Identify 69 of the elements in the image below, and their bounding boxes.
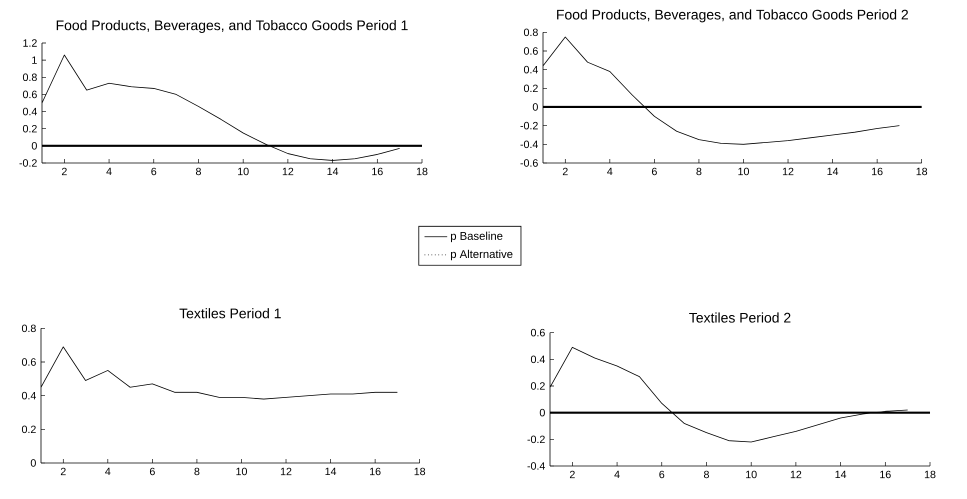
y-tick-label: -0.4 <box>520 140 538 148</box>
y-tick-label: -0.2 <box>527 436 545 444</box>
y-tick-label: 0.8 <box>22 324 36 332</box>
x-tick-label: 12 <box>282 168 294 176</box>
x-tick-label: 8 <box>196 168 201 176</box>
x-tick-label: 2 <box>562 168 568 176</box>
y-tick-label: 0.6 <box>530 328 545 336</box>
y-tick-label: 0.2 <box>22 426 36 434</box>
y-tick-label: -0.2 <box>520 122 538 130</box>
y-tick-label: 0.8 <box>22 74 37 82</box>
x-tick-label: 6 <box>659 470 664 478</box>
y-tick-label: 0.4 <box>524 66 538 74</box>
x-tick-label: 2 <box>60 468 66 476</box>
x-tick-label: 18 <box>414 468 426 476</box>
x-tick-label: 16 <box>372 168 383 176</box>
y-tick-label: 0 <box>30 459 36 467</box>
x-tick-label: 4 <box>607 168 612 175</box>
y-tick-label: -0.4 <box>527 462 546 470</box>
y-tick-label: 0.4 <box>22 392 36 400</box>
y-tick-label: 1.2 <box>23 39 37 47</box>
x-tick-label: 18 <box>416 168 428 176</box>
x-tick-label: 10 <box>738 168 749 176</box>
legend-label: p Baseline <box>450 232 502 242</box>
y-tick-label: 0.4 <box>22 108 37 116</box>
y-tick-label: 0 <box>532 103 538 111</box>
x-tick-label: 14 <box>327 168 338 175</box>
x-tick-label: 6 <box>652 168 657 176</box>
y-tick-label: 0 <box>540 408 545 416</box>
y-tick-label: 0.4 <box>530 356 546 364</box>
x-tick-label: 12 <box>280 468 292 476</box>
x-tick-label: 10 <box>238 168 249 176</box>
y-tick-label: 0.2 <box>530 382 545 390</box>
y-tick-label: 0.6 <box>22 358 36 366</box>
y-tick-label: 0.2 <box>22 124 37 132</box>
x-tick-label: 10 <box>236 468 247 476</box>
x-tick-label: 8 <box>704 470 709 478</box>
legend-label: p Alternative <box>450 250 512 260</box>
x-tick-label: 4 <box>106 168 112 175</box>
x-tick-label: 10 <box>746 470 757 478</box>
x-tick-label: 8 <box>696 168 702 176</box>
x-tick-label: 14 <box>325 468 336 476</box>
x-tick-label: 16 <box>872 168 883 176</box>
y-tick-label: 0.2 <box>524 84 538 92</box>
chart-title: Food Products, Beverages, and Tobacco Goods Period 2 <box>557 9 908 22</box>
x-tick-label: 4 <box>614 470 620 478</box>
x-tick-label: 6 <box>151 168 156 176</box>
x-tick-label: 4 <box>105 468 110 476</box>
x-tick-label: 2 <box>570 470 575 478</box>
x-tick-label: 8 <box>194 468 200 476</box>
x-tick-label: 12 <box>782 168 794 176</box>
x-tick-label: 2 <box>62 168 67 176</box>
x-tick-label: 16 <box>370 468 381 476</box>
x-tick-label: 18 <box>916 168 928 176</box>
y-tick-label: 0 <box>32 142 37 150</box>
y-tick-label: 1 <box>32 56 37 64</box>
x-tick-label: 16 <box>880 470 891 478</box>
x-tick-label: 12 <box>790 470 802 478</box>
x-tick-label: 18 <box>924 470 936 478</box>
chart-title: Textiles Period 1 <box>179 308 281 318</box>
x-tick-label: 14 <box>827 168 838 175</box>
x-tick-label: 14 <box>836 470 846 478</box>
y-tick-label: 0.6 <box>22 90 37 98</box>
chart-title: Food Products, Beverages, and Tobacco Goods Period 1 <box>56 20 408 33</box>
x-tick-label: 6 <box>150 468 155 476</box>
y-tick-label: -0.2 <box>19 159 37 167</box>
y-tick-label: -0.6 <box>520 159 538 167</box>
y-tick-label: 0.6 <box>524 47 538 55</box>
y-tick-label: 0.8 <box>524 28 538 36</box>
chart-title: Textiles Period 2 <box>689 312 790 323</box>
